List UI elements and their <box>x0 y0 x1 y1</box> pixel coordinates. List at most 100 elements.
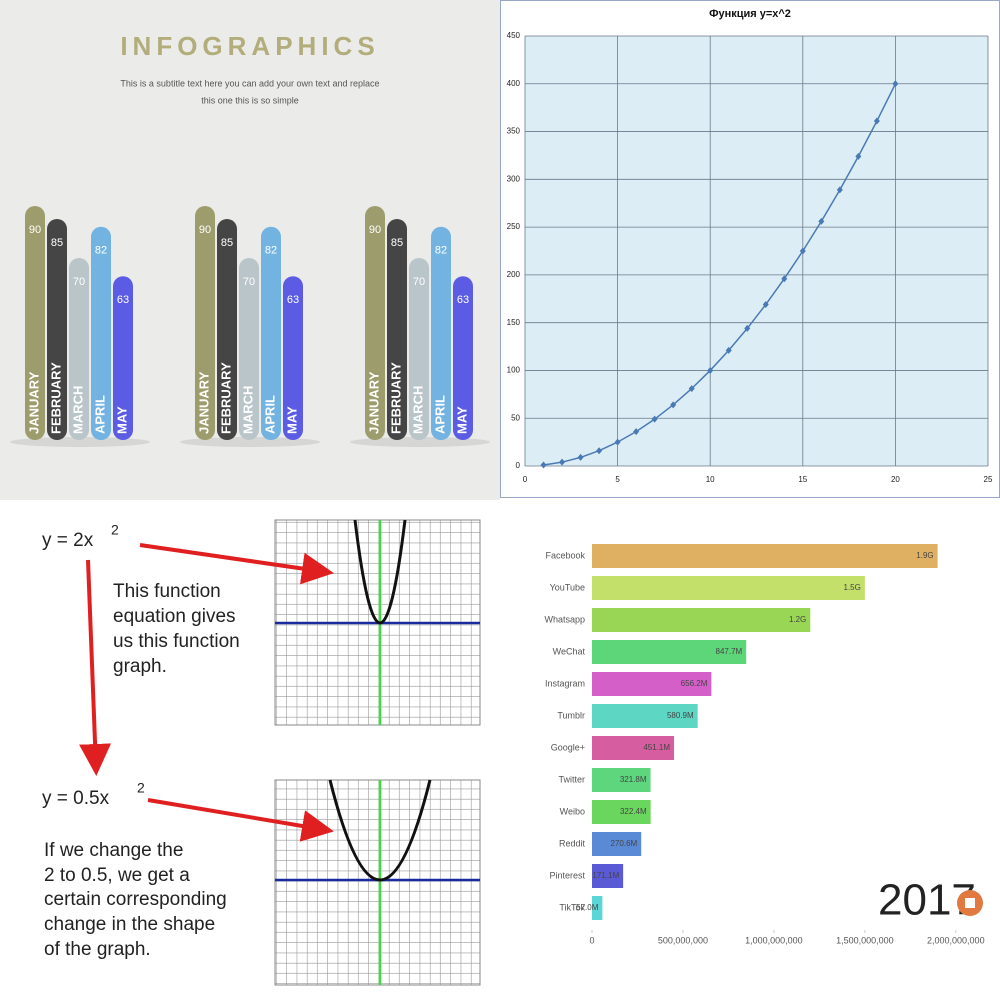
value-label: 451.1M <box>643 743 670 752</box>
category-label: FEBRUARY <box>388 362 403 434</box>
x-tick-label: 15 <box>798 475 807 484</box>
chart-title: INFOGRAPHICS <box>120 31 379 61</box>
category-label: MARCH <box>410 386 425 434</box>
bar <box>409 258 429 440</box>
category-label: FEBRUARY <box>48 362 63 434</box>
bar <box>113 276 133 440</box>
category-label: Instagram <box>545 678 585 688</box>
marker <box>596 447 603 455</box>
bar <box>592 704 698 728</box>
bar <box>47 219 67 440</box>
y-tick-label: 50 <box>511 413 520 422</box>
chart-title: Функция y=x^2 <box>709 8 791 20</box>
bar <box>239 258 259 440</box>
marker <box>762 301 769 309</box>
value-label: 90 <box>29 224 41 236</box>
category-label: Pinterest <box>549 870 585 880</box>
value-label: 1.9G <box>916 551 933 560</box>
marker <box>651 415 658 423</box>
y-tick-label: 300 <box>507 174 521 183</box>
bar <box>592 576 865 600</box>
arrow <box>79 559 112 776</box>
bar <box>592 832 642 856</box>
shadow <box>10 437 150 447</box>
x-tick-label: 2,000,000,000 <box>927 935 985 945</box>
value-label: 70 <box>243 276 255 288</box>
category-label: MAY <box>284 406 299 434</box>
y-tick-label: 250 <box>507 222 521 231</box>
line <box>543 83 897 466</box>
bar <box>453 276 473 440</box>
category-label: MARCH <box>240 386 255 434</box>
marker <box>892 80 899 88</box>
bar <box>592 608 811 632</box>
marker <box>836 186 843 194</box>
caption-line: 2 to 0.5, we get a <box>44 865 190 886</box>
value-label: 580.9M <box>667 711 694 720</box>
x-tick-label: 0 <box>589 935 594 945</box>
value-label: 1.2G <box>789 615 806 624</box>
bar <box>592 672 712 696</box>
marker <box>577 453 584 461</box>
bar <box>592 800 651 824</box>
category-label: Facebook <box>545 550 585 560</box>
x-tick-label: 0 <box>523 475 528 484</box>
bar <box>195 206 215 440</box>
arrow <box>147 798 334 842</box>
marker <box>781 275 788 283</box>
value-label: 1.5G <box>844 583 861 592</box>
x-tick-label: 1,000,000,000 <box>745 935 803 945</box>
parabola <box>328 779 432 882</box>
y-tick-label: 200 <box>507 270 521 279</box>
marker <box>707 366 714 374</box>
category-label: APRIL <box>92 395 107 434</box>
bar <box>592 768 651 792</box>
caption-line: of the graph. <box>44 939 151 960</box>
category-label: TikTok <box>559 902 585 912</box>
caption-line: us this function <box>113 631 240 652</box>
x-tick-label: 20 <box>891 475 900 484</box>
value-label: 85 <box>391 237 403 249</box>
value-label: 322.4M <box>620 807 647 816</box>
bar <box>91 226 111 440</box>
x-tick-label: 5 <box>615 475 620 484</box>
marker <box>670 401 677 409</box>
marker <box>633 428 640 436</box>
arrow <box>139 543 334 585</box>
bar <box>261 226 281 440</box>
category-label: APRIL <box>262 395 277 434</box>
x-tick-label: 10 <box>706 475 715 484</box>
value-label: 85 <box>221 237 233 249</box>
bar <box>69 258 89 440</box>
category-label: Tumblr <box>557 710 585 720</box>
marker <box>688 385 695 393</box>
marker <box>818 217 825 225</box>
y-tick-label: 400 <box>507 79 521 88</box>
y-tick-label: 0 <box>516 461 521 470</box>
icon <box>965 898 975 908</box>
category-label: WeChat <box>553 646 586 656</box>
caption-line: This function <box>113 581 221 602</box>
marker <box>725 346 732 354</box>
exponent: 2 <box>137 780 145 796</box>
bar <box>283 276 303 440</box>
shadow <box>180 437 320 447</box>
graph-grid <box>274 779 481 986</box>
value-label: 90 <box>199 224 211 236</box>
category-label: FEBRUARY <box>218 362 233 434</box>
bar <box>592 864 624 888</box>
category-label: JANUARY <box>366 371 381 434</box>
category-label: Twitter <box>558 774 585 784</box>
parabola <box>353 519 407 625</box>
x-tick-label: 25 <box>984 475 993 484</box>
y-tick-label: 450 <box>507 31 521 40</box>
value-label: 57.0M <box>576 903 599 912</box>
equation: y = 0.5x <box>42 788 110 809</box>
value-label: 63 <box>117 294 129 306</box>
bar <box>592 736 675 760</box>
value-label: 82 <box>95 245 107 257</box>
category-label: JANUARY <box>26 371 41 434</box>
category-label: MARCH <box>70 386 85 434</box>
